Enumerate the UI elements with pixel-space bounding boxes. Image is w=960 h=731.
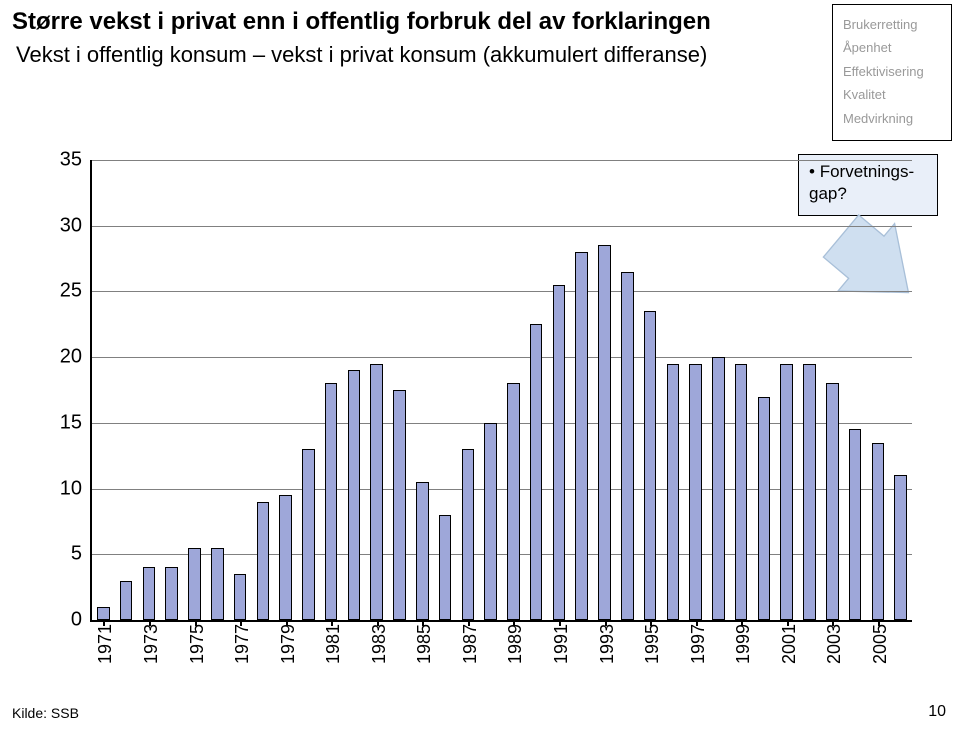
bar bbox=[484, 423, 497, 620]
gridline bbox=[92, 357, 912, 358]
bar bbox=[826, 383, 839, 620]
x-tick bbox=[605, 620, 607, 626]
bar bbox=[758, 397, 771, 620]
sidebar-item: Effektivisering bbox=[843, 60, 941, 83]
bar bbox=[462, 449, 475, 620]
bar-chart: 0510152025303519711973197519771979198119… bbox=[40, 160, 940, 660]
x-tick bbox=[650, 620, 652, 626]
bar bbox=[507, 383, 520, 620]
bar bbox=[553, 285, 566, 620]
x-axis-label: 1991 bbox=[551, 624, 572, 672]
x-axis-label: 2003 bbox=[824, 624, 845, 672]
y-axis-label: 20 bbox=[42, 346, 92, 369]
x-axis-label: 1975 bbox=[187, 624, 208, 672]
bar bbox=[644, 311, 657, 620]
bar bbox=[325, 383, 338, 620]
bar bbox=[416, 482, 429, 620]
x-tick bbox=[468, 620, 470, 626]
x-axis-label: 1989 bbox=[505, 624, 526, 672]
bar bbox=[575, 252, 588, 620]
sidebar-item: Kvalitet bbox=[843, 83, 941, 106]
bar bbox=[712, 357, 725, 620]
y-axis-label: 15 bbox=[42, 411, 92, 434]
page-title: Større vekst i privat enn i offentlig fo… bbox=[12, 8, 711, 36]
bar bbox=[211, 548, 224, 620]
x-axis-label: 1977 bbox=[232, 624, 253, 672]
x-axis-label: 2005 bbox=[870, 624, 891, 672]
bar bbox=[667, 364, 680, 620]
source-label: Kilde: SSB bbox=[12, 705, 79, 721]
bar bbox=[143, 567, 156, 620]
bar bbox=[393, 390, 406, 620]
x-axis-label: 1983 bbox=[369, 624, 390, 672]
x-tick bbox=[286, 620, 288, 626]
x-axis-label: 1995 bbox=[642, 624, 663, 672]
sidebar-item: Brukerretting bbox=[843, 13, 941, 36]
x-axis-label: 2001 bbox=[779, 624, 800, 672]
bar bbox=[165, 567, 178, 620]
page-subtitle: Vekst i offentlig konsum – vekst i priva… bbox=[16, 42, 707, 68]
bar bbox=[849, 429, 862, 620]
y-axis-label: 25 bbox=[42, 280, 92, 303]
x-tick bbox=[331, 620, 333, 626]
x-tick bbox=[559, 620, 561, 626]
gridline bbox=[92, 226, 912, 227]
sidebar-box: Brukerretting Åpenhet Effektivisering Kv… bbox=[832, 4, 952, 141]
x-axis-label: 1993 bbox=[597, 624, 618, 672]
y-axis-label: 5 bbox=[42, 543, 92, 566]
y-axis-label: 35 bbox=[42, 149, 92, 172]
bar bbox=[803, 364, 816, 620]
bar bbox=[894, 475, 907, 620]
bar bbox=[530, 324, 543, 620]
x-tick bbox=[149, 620, 151, 626]
x-tick bbox=[787, 620, 789, 626]
bar bbox=[188, 548, 201, 620]
x-axis-label: 1985 bbox=[414, 624, 435, 672]
x-tick bbox=[741, 620, 743, 626]
x-axis-label: 1997 bbox=[688, 624, 709, 672]
bar bbox=[348, 370, 361, 620]
x-tick bbox=[696, 620, 698, 626]
x-tick bbox=[195, 620, 197, 626]
bar bbox=[735, 364, 748, 620]
bar bbox=[439, 515, 452, 620]
gridline bbox=[92, 291, 912, 292]
bar bbox=[97, 607, 110, 620]
bar bbox=[370, 364, 383, 620]
bar bbox=[234, 574, 247, 620]
bar bbox=[689, 364, 702, 620]
gridline bbox=[92, 160, 912, 161]
x-axis-label: 1981 bbox=[323, 624, 344, 672]
x-tick bbox=[103, 620, 105, 626]
page-number: 10 bbox=[928, 703, 946, 721]
y-axis-label: 0 bbox=[42, 609, 92, 632]
sidebar-item: Åpenhet bbox=[843, 36, 941, 59]
x-tick bbox=[832, 620, 834, 626]
x-tick bbox=[878, 620, 880, 626]
x-tick bbox=[240, 620, 242, 626]
plot-area: 0510152025303519711973197519771979198119… bbox=[90, 160, 912, 622]
x-axis-label: 1973 bbox=[141, 624, 162, 672]
bar bbox=[780, 364, 793, 620]
sidebar-item: Medvirkning bbox=[843, 107, 941, 130]
bar bbox=[120, 581, 133, 620]
y-axis-label: 10 bbox=[42, 477, 92, 500]
x-tick bbox=[513, 620, 515, 626]
x-axis-label: 1999 bbox=[733, 624, 754, 672]
x-axis-label: 1987 bbox=[460, 624, 481, 672]
bar bbox=[279, 495, 292, 620]
x-axis-label: 1971 bbox=[95, 624, 116, 672]
bar bbox=[872, 443, 885, 620]
bar bbox=[598, 245, 611, 620]
x-tick bbox=[422, 620, 424, 626]
x-tick bbox=[377, 620, 379, 626]
x-axis-label: 1979 bbox=[278, 624, 299, 672]
y-axis-label: 30 bbox=[42, 214, 92, 237]
bar bbox=[257, 502, 270, 620]
bar bbox=[302, 449, 315, 620]
bar bbox=[621, 272, 634, 620]
